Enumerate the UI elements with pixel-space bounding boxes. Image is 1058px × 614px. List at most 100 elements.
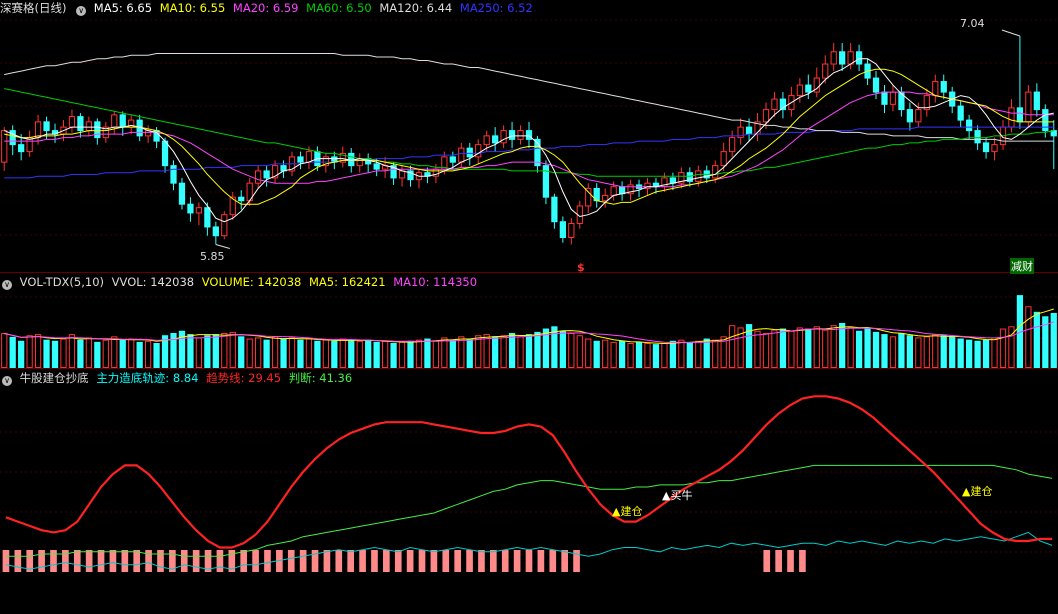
volume-bar <box>187 334 194 369</box>
legend-ma250: MA250: 6.52 <box>459 1 533 15</box>
volume-bar <box>85 337 92 368</box>
bottom-signal-bar <box>775 550 782 572</box>
bottom-signal-bar <box>549 550 557 572</box>
bottom-signal-bar <box>430 550 438 572</box>
volume-bar <box>1008 326 1015 368</box>
legend-trend: 趋势线: 29.45 <box>206 371 282 385</box>
candle-body <box>255 170 262 184</box>
bottom-signal-bar <box>97 550 105 572</box>
volume-bar <box>771 329 778 368</box>
candle-body <box>559 221 566 238</box>
volume-bar <box>229 331 236 369</box>
event-badge[interactable]: 减财 <box>1010 258 1034 274</box>
candle-body <box>618 186 626 195</box>
candle-body <box>966 119 973 132</box>
candle-body <box>729 137 736 153</box>
volume-bar <box>43 339 50 368</box>
volume-bar <box>34 334 42 369</box>
candle-body <box>449 156 456 163</box>
volume-bar <box>18 340 25 368</box>
candle-body <box>68 116 76 128</box>
volume-bar <box>966 339 973 368</box>
bottom-signal-bar <box>252 550 259 572</box>
volume-bar <box>297 339 304 368</box>
candle-body <box>737 126 744 139</box>
candle-body <box>805 84 812 93</box>
volume-bar <box>407 340 414 368</box>
bottom-signal-bar <box>2 550 10 572</box>
candle-body <box>847 51 854 65</box>
volume-bar <box>1 332 8 369</box>
volume-bar <box>762 332 770 369</box>
candle-body <box>305 151 313 163</box>
candle-body <box>610 186 617 196</box>
candle-body <box>822 63 829 79</box>
candle-body <box>212 226 219 237</box>
candle-body <box>796 84 803 97</box>
bottom-signal-bar <box>50 550 57 572</box>
volume-bar <box>754 330 761 368</box>
volume-bar <box>314 340 321 368</box>
volume-bar <box>331 340 338 368</box>
volume-bar <box>102 339 109 368</box>
volume-bar <box>288 337 296 368</box>
volume-bar <box>618 340 626 368</box>
collapse-icon[interactable]: ∨ <box>2 280 12 290</box>
indicator-title: 牛股建仓抄底 <box>19 371 89 385</box>
candle-body <box>195 207 203 214</box>
bottom-signal-bar <box>335 550 343 572</box>
candle-body <box>1 130 8 163</box>
candle-body <box>830 51 837 65</box>
volume-bar <box>813 326 820 368</box>
volume-bar <box>1042 316 1049 368</box>
volume-bar <box>128 338 135 368</box>
bottom-signal-bar <box>442 550 450 572</box>
volume-bar <box>644 343 651 368</box>
legend-vol-ma5: MA5: 162421 <box>309 275 386 289</box>
volume-bar <box>610 341 617 368</box>
candle-body <box>221 214 228 237</box>
candle-body <box>500 130 507 144</box>
signal-label-build-2: ▲建仓 <box>962 485 993 498</box>
volume-bar <box>26 335 33 369</box>
candle-body <box>695 170 702 182</box>
volume-bar <box>872 331 880 369</box>
volume-bar <box>779 328 787 368</box>
candle-body <box>627 184 634 195</box>
legend-ma20: MA20: 6.59 <box>232 1 299 15</box>
volume-bar <box>534 331 541 369</box>
volume-bar <box>703 338 710 368</box>
volume-bar <box>458 336 465 369</box>
candle-body <box>492 135 499 144</box>
legend-track: 主力造底轨迹: 8.84 <box>96 371 199 385</box>
volume-bar <box>51 340 59 368</box>
collapse-icon[interactable]: ∨ <box>2 376 12 386</box>
candle-body <box>339 152 346 163</box>
ma20-line <box>4 91 1054 188</box>
volume-bar <box>982 339 990 368</box>
volume-legend: ∨ VOL-TDX(5,10) VVOL: 142038 VOLUME: 142… <box>0 274 481 291</box>
bottom-signal-bar <box>145 550 152 572</box>
collapse-icon[interactable]: ∨ <box>76 6 87 16</box>
bottom-signal-bar <box>323 550 331 572</box>
candle-body <box>1016 107 1024 123</box>
legend-ma60: MA60: 6.50 <box>306 1 372 15</box>
bottom-signal-bar <box>347 550 355 572</box>
candle-body <box>551 196 558 223</box>
candle-body <box>170 165 177 184</box>
volume-bar <box>381 340 389 368</box>
candle-body <box>102 126 109 139</box>
volume-bar <box>542 328 550 368</box>
volume-bar <box>652 344 660 369</box>
volume-bar <box>923 336 930 369</box>
volume-bar <box>170 332 177 369</box>
volume-bar <box>483 334 490 369</box>
volume-bar <box>263 339 270 368</box>
bottom-signal-bar <box>406 550 414 572</box>
high-marker-line <box>1001 29 1021 37</box>
candle-body <box>855 51 863 65</box>
candle-body <box>373 163 380 170</box>
volume-bar <box>974 340 981 368</box>
